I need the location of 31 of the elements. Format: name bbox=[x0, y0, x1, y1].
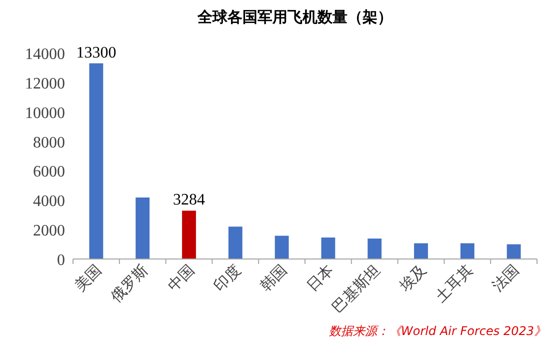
x-tick-label: 韩国 bbox=[256, 261, 291, 296]
y-tick-label: 0 bbox=[57, 252, 65, 269]
data-label: 3284 bbox=[173, 192, 205, 209]
bar bbox=[274, 236, 289, 259]
bar bbox=[228, 226, 242, 259]
data-label: 13300 bbox=[76, 44, 116, 62]
y-tick-label: 2000 bbox=[33, 222, 65, 240]
chart-title: 全球各国军用飞机数量（架） bbox=[196, 8, 392, 26]
y-tick-label: 12000 bbox=[25, 75, 65, 92]
bar bbox=[136, 197, 150, 259]
y-tick-label: 6000 bbox=[33, 164, 65, 181]
x-tick-label: 中国 bbox=[164, 261, 198, 296]
x-tick-label: 俄罗斯 bbox=[106, 261, 152, 306]
bar bbox=[506, 244, 521, 259]
bar bbox=[368, 238, 382, 259]
source-note: 数据来源：《World Air Forces 2023》 bbox=[329, 324, 546, 338]
bar bbox=[321, 238, 336, 259]
bar bbox=[182, 210, 196, 259]
x-tick-label: 美国 bbox=[71, 261, 106, 296]
x-tick-label: 土耳其 bbox=[432, 261, 476, 306]
x-tick-label: 法国 bbox=[488, 261, 523, 296]
x-tick-label: 日本 bbox=[303, 261, 338, 296]
y-tick-label: 8000 bbox=[33, 134, 65, 152]
y-tick-label: 4000 bbox=[33, 193, 65, 210]
bar bbox=[460, 243, 474, 259]
bar bbox=[89, 63, 104, 259]
x-tick-label: 印度 bbox=[210, 261, 244, 296]
y-tick-label: 14000 bbox=[25, 46, 65, 63]
x-tick-label: 埃及 bbox=[395, 261, 430, 296]
y-tick-label: 10000 bbox=[25, 104, 65, 122]
bar bbox=[414, 243, 428, 259]
